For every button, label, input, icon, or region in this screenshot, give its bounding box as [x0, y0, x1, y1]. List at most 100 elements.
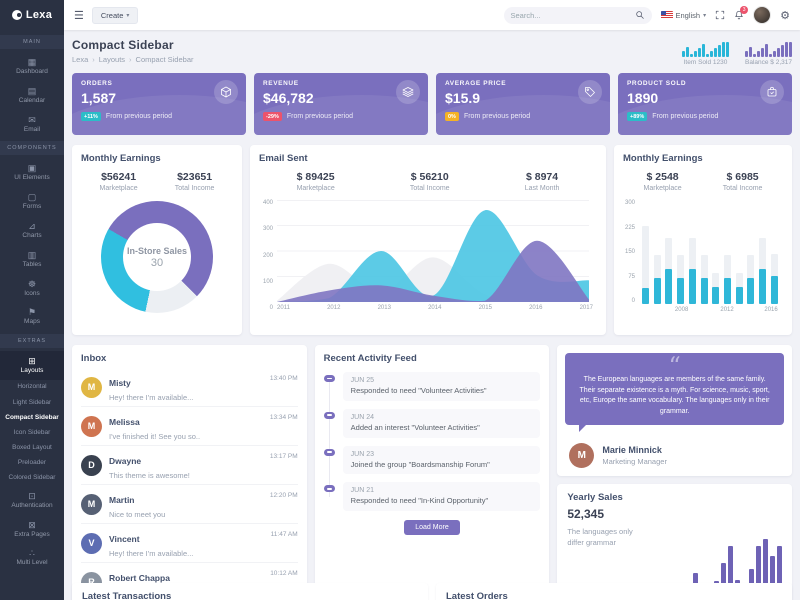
- sidebar-item-layouts[interactable]: ⊞ Layouts: [0, 351, 64, 380]
- nav-section-components: COMPONENTS: [0, 141, 64, 156]
- testimonial-role: Marketing Manager: [602, 457, 667, 466]
- calendar-icon: ▤: [27, 85, 37, 96]
- monthly-earnings-bar-chart: 300 225 150 75 0 2008 2012 2016: [625, 200, 778, 313]
- search-input[interactable]: [510, 10, 631, 20]
- sidebar: Lexa MAIN ▦ Dashboard ▤ Calendar ✉ Email…: [0, 0, 64, 600]
- monthly-earnings-donut-card: Monthly Earnings $56241 Marketplace $236…: [72, 145, 242, 335]
- language-selector[interactable]: English ▾: [660, 11, 707, 20]
- sidebar-item-ui-elements[interactable]: ▣ UI Elements: [14, 163, 50, 182]
- revenue-trend-badge: -29%: [263, 112, 282, 121]
- breadcrumb-current: Compact Sidebar: [135, 55, 194, 64]
- sidebar-item-tables[interactable]: ▥ Tables: [22, 249, 42, 268]
- page-title: Compact Sidebar: [72, 38, 174, 52]
- quote-bubble-tail: [579, 425, 587, 439]
- right-widgets-column: “ The European languages are members of …: [557, 345, 792, 600]
- stat-card-product-sold: PRODUCT SOLD 1890 +89% From previous per…: [618, 73, 792, 135]
- sidebar-item-charts[interactable]: ⊿ Charts: [22, 220, 42, 239]
- gear-icon[interactable]: ⚙: [780, 9, 790, 22]
- lexa-logo-icon: [11, 10, 22, 20]
- email-sent-card: Email Sent $ 89425 Marketplace $ 56210 T…: [250, 145, 606, 335]
- sidebar-subitem-horizontal[interactable]: Horizontal: [17, 383, 47, 391]
- create-button[interactable]: Create ▾: [91, 6, 139, 24]
- timeline-marker-icon: [323, 375, 335, 382]
- timeline-marker-icon: [323, 411, 335, 419]
- share-icon: ∴: [29, 548, 35, 559]
- sidebar-subitem-light-sidebar[interactable]: Light Sidebar: [12, 398, 52, 406]
- testimonial-name: Marie Minnick: [602, 445, 662, 455]
- sidebar-subitem-preloader[interactable]: Preloader: [17, 459, 47, 467]
- monthly-earnings-bar-card: Monthly Earnings $ 2548 Marketplace $ 69…: [614, 145, 792, 335]
- balance-sparkline: [745, 42, 792, 57]
- notifications-button[interactable]: 3: [734, 6, 749, 20]
- sidebar-nav: MAIN ▦ Dashboard ▤ Calendar ✉ Email COMP…: [0, 30, 64, 572]
- nav-section-extras: EXTRAS: [0, 334, 64, 349]
- testimonial-card: “ The European languages are members of …: [557, 345, 792, 476]
- tag-icon: [578, 80, 602, 104]
- inbox-list: M Misty Hey! there I'm available... 13:40…: [81, 368, 298, 600]
- timeline-marker-icon: [323, 485, 335, 493]
- sidebar-subitem-boxed-layout[interactable]: Boxed Layout: [12, 443, 52, 451]
- orders-trend-badge: +11%: [81, 112, 101, 121]
- user-avatar[interactable]: [753, 6, 772, 24]
- in-store-sales-donut-chart: In-Store Sales 30: [101, 201, 213, 313]
- layout-icon: ⊞: [28, 356, 36, 367]
- tables-row: Latest Transactions H Herbert C. Patton …: [72, 583, 792, 600]
- map-flag-icon: ⚑: [27, 307, 37, 318]
- briefcase-check-icon: [760, 80, 784, 104]
- sidebar-item-icons[interactable]: ☸ Icons: [24, 278, 40, 297]
- inbox-item[interactable]: M Misty Hey! there I'm available... 13:40…: [81, 368, 298, 407]
- sidebar-item-calendar[interactable]: ▤ Calendar: [18, 85, 46, 104]
- chevron-down-icon: ▾: [703, 12, 707, 19]
- item-sold-sparkline: [682, 42, 729, 57]
- cube-icon: [214, 80, 238, 104]
- lock-icon: ⊡: [28, 490, 36, 501]
- timeline-marker-icon: [323, 448, 335, 456]
- hamburger-menu-icon[interactable]: ☰: [74, 9, 84, 22]
- sidebar-item-extra-pages[interactable]: ⊠ Extra Pages: [14, 519, 50, 538]
- item-sold-mini-chart: Item Sold 1230: [682, 42, 729, 66]
- product-sold-trend-badge: +89%: [627, 112, 648, 121]
- balance-mini-chart: Balance $ 2,317: [745, 42, 792, 66]
- breadcrumb-layouts[interactable]: Layouts: [98, 55, 126, 64]
- stat-card-average-price: AVERAGE PRICE $15.9 0% From previous per…: [436, 73, 610, 135]
- topbar: ☰ Create ▾ English ▾: [64, 0, 800, 30]
- sidebar-item-multi-level[interactable]: ∴ Multi Level: [16, 548, 48, 567]
- sidebar-item-email[interactable]: ✉ Email: [23, 114, 41, 133]
- inbox-item[interactable]: D Dwayne This theme is awesome! 13:17 PM: [81, 446, 298, 485]
- activity-feed-card: Recent Activity Feed JUN 25 Responded to …: [314, 345, 550, 600]
- layers-icon: [396, 80, 420, 104]
- yearly-sales-value: 52,345: [567, 507, 605, 521]
- sidebar-item-dashboard[interactable]: ▦ Dashboard: [16, 57, 48, 75]
- sidebar-subitem-compact-sidebar[interactable]: Compact Sidebar: [5, 413, 59, 421]
- fullscreen-button[interactable]: [715, 10, 725, 20]
- sidebar-subitem-colored-sidebar[interactable]: Colored Sidebar: [8, 474, 56, 482]
- chart-icon: ⊿: [28, 220, 36, 231]
- breadcrumb-lexa[interactable]: Lexa: [72, 55, 89, 64]
- nav-section-main: MAIN: [0, 35, 64, 49]
- inbox-item[interactable]: M Martin Nice to meet you 12:20 PM: [81, 485, 298, 524]
- brand-logo[interactable]: Lexa: [0, 0, 64, 30]
- load-more-button[interactable]: Load More: [404, 520, 460, 535]
- charts-row: Monthly Earnings $56241 Marketplace $236…: [72, 145, 792, 335]
- sidebar-item-forms[interactable]: ▢ Forms: [22, 192, 42, 211]
- grid-icon: ▦: [27, 57, 37, 67]
- ui-elements-icon: ▣: [27, 163, 37, 174]
- inbox-item[interactable]: M Melissa I've finished it! See you so.. …: [81, 407, 298, 446]
- sidebar-item-authentication[interactable]: ⊡ Authentication: [11, 490, 53, 509]
- latest-orders-card: Latest Orders #12354781 R Riverston Glas…: [436, 583, 792, 600]
- sidebar-subitem-icon-sidebar[interactable]: Icon Sidebar: [13, 428, 51, 436]
- table-icon: ▥: [27, 249, 37, 260]
- forms-icon: ▢: [27, 192, 37, 203]
- fullscreen-icon: [716, 10, 725, 20]
- inbox-card: Inbox M Misty Hey! there I'm available...…: [72, 345, 307, 600]
- sidebar-item-maps[interactable]: ⚑ Maps: [24, 307, 40, 326]
- brand-name: Lexa: [25, 9, 53, 21]
- pages-icon: ⊠: [28, 519, 36, 530]
- inbox-item[interactable]: V Vincent Hey! there I'm available... 11:…: [81, 524, 298, 563]
- quote-bubble: “ The European languages are members of …: [565, 353, 784, 425]
- avatar: M: [81, 415, 102, 437]
- search-icon[interactable]: [635, 10, 645, 20]
- chevron-down-icon: ▾: [126, 12, 130, 19]
- search-box: [503, 6, 652, 24]
